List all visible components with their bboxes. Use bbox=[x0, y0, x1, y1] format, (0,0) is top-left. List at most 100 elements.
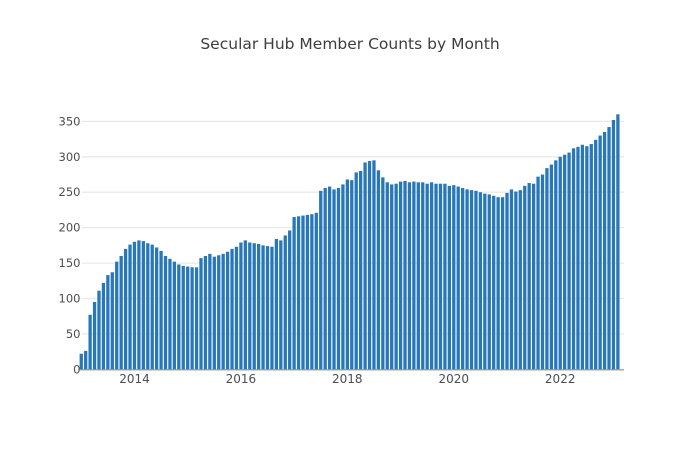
bar-2017-01 bbox=[292, 217, 296, 370]
bar-2013-08 bbox=[110, 272, 114, 370]
bar-2018-01 bbox=[345, 179, 349, 370]
bar-2014-11 bbox=[177, 264, 181, 370]
bar-2018-03 bbox=[354, 172, 358, 370]
bar-2016-07 bbox=[265, 246, 270, 370]
bar-2017-03 bbox=[301, 215, 305, 370]
bar-2015-05 bbox=[203, 255, 208, 370]
bar-2015-11 bbox=[230, 248, 234, 370]
bar-2013-11 bbox=[123, 248, 128, 370]
bar-2013-01 bbox=[79, 353, 83, 370]
bar-2018-10 bbox=[385, 182, 389, 370]
bar-2015-02 bbox=[190, 267, 194, 370]
bar-2021-01 bbox=[505, 192, 509, 370]
bar-2019-12 bbox=[447, 185, 451, 370]
x-tick-label-2022: 2022 bbox=[545, 372, 576, 386]
bar-2018-08 bbox=[376, 170, 381, 370]
bar-2020-11 bbox=[496, 197, 500, 370]
bar-2018-07 bbox=[372, 160, 376, 370]
bar-2017-10 bbox=[332, 189, 336, 370]
bar-2022-02 bbox=[563, 154, 567, 370]
bar-2014-10 bbox=[172, 261, 177, 370]
bar-2013-12 bbox=[128, 244, 132, 370]
bar-2020-03 bbox=[461, 187, 465, 370]
x-tick-label-2016: 2016 bbox=[226, 372, 257, 386]
bar-2018-04 bbox=[359, 170, 363, 370]
bar-2019-02 bbox=[403, 180, 407, 370]
bar-2014-06 bbox=[155, 247, 159, 370]
bar-2016-02 bbox=[243, 240, 247, 370]
bar-2014-01 bbox=[132, 241, 137, 370]
bar-2014-04 bbox=[146, 243, 150, 370]
bars-group bbox=[79, 114, 620, 370]
y-axis-labels: 0 50 100 150 200 250 300 350 bbox=[59, 114, 81, 376]
bar-2013-09 bbox=[115, 261, 119, 370]
bar-2015-01 bbox=[186, 266, 190, 370]
bar-2015-12 bbox=[234, 246, 239, 370]
y-tick-label-250: 250 bbox=[59, 185, 81, 199]
bar-2019-08 bbox=[429, 182, 434, 370]
bar-2022-03 bbox=[567, 152, 571, 370]
bar-2013-06 bbox=[101, 282, 106, 370]
bar-2019-04 bbox=[412, 181, 416, 370]
bar-2016-05 bbox=[257, 243, 261, 370]
bar-2023-01 bbox=[611, 119, 616, 370]
bar-2020-10 bbox=[492, 195, 496, 370]
bar-2018-11 bbox=[390, 184, 394, 370]
bar-2020-06 bbox=[474, 190, 478, 370]
bar-2014-12 bbox=[181, 265, 185, 370]
bar-2016-10 bbox=[279, 240, 283, 370]
bar-2020-04 bbox=[465, 189, 469, 370]
bar-2015-06 bbox=[208, 253, 212, 370]
bar-2016-09 bbox=[274, 238, 279, 370]
bar-2013-05 bbox=[97, 290, 101, 370]
bar-2013-03 bbox=[88, 314, 92, 370]
bar-2017-04 bbox=[305, 214, 310, 370]
bar-2016-06 bbox=[261, 245, 265, 370]
bar-2022-05 bbox=[576, 146, 580, 370]
bar-2021-02 bbox=[509, 189, 514, 370]
bar-2015-10 bbox=[225, 251, 230, 370]
bar-2013-07 bbox=[106, 275, 110, 370]
bar-2021-04 bbox=[518, 190, 522, 370]
bar-2021-07 bbox=[531, 183, 536, 370]
bar-2022-04 bbox=[571, 148, 576, 370]
bar-2016-01 bbox=[239, 242, 243, 370]
y-tick-label-300: 300 bbox=[59, 150, 81, 164]
bar-2019-06 bbox=[421, 182, 425, 370]
bar-2021-12 bbox=[554, 160, 558, 370]
bar-2021-06 bbox=[527, 183, 531, 370]
bar-2021-09 bbox=[540, 174, 545, 370]
bar-2019-10 bbox=[438, 183, 443, 370]
x-tick-label-2018: 2018 bbox=[332, 372, 363, 386]
bar-2014-08 bbox=[163, 255, 168, 370]
bar-2022-07 bbox=[585, 146, 589, 370]
x-tick-label-2014: 2014 bbox=[119, 372, 150, 386]
y-tick-label-100: 100 bbox=[59, 292, 81, 306]
bar-2020-01 bbox=[452, 185, 456, 370]
bar-2022-10 bbox=[598, 135, 602, 370]
bar-2020-12 bbox=[500, 197, 505, 370]
bar-2015-03 bbox=[194, 267, 199, 370]
bar-2019-03 bbox=[407, 182, 412, 370]
bar-2022-12 bbox=[607, 127, 611, 370]
bar-2016-03 bbox=[248, 242, 252, 370]
bar-2017-09 bbox=[327, 186, 332, 370]
bar-2014-03 bbox=[141, 241, 145, 370]
bar-2021-11 bbox=[549, 164, 554, 370]
bar-2014-09 bbox=[168, 258, 172, 370]
bar-2015-09 bbox=[221, 253, 225, 370]
bar-2019-09 bbox=[434, 183, 438, 370]
bar-2017-05 bbox=[310, 214, 314, 370]
bar-2016-08 bbox=[270, 246, 274, 370]
bar-2020-02 bbox=[456, 186, 460, 370]
bar-2023-02 bbox=[616, 114, 620, 370]
bar-2020-08 bbox=[483, 193, 487, 370]
bar-2019-05 bbox=[416, 182, 420, 370]
bar-2014-05 bbox=[150, 244, 154, 370]
bar-2022-11 bbox=[602, 132, 607, 370]
bar-2016-04 bbox=[252, 243, 256, 370]
bar-2022-06 bbox=[580, 144, 585, 370]
y-tick-label-150: 150 bbox=[59, 256, 81, 270]
